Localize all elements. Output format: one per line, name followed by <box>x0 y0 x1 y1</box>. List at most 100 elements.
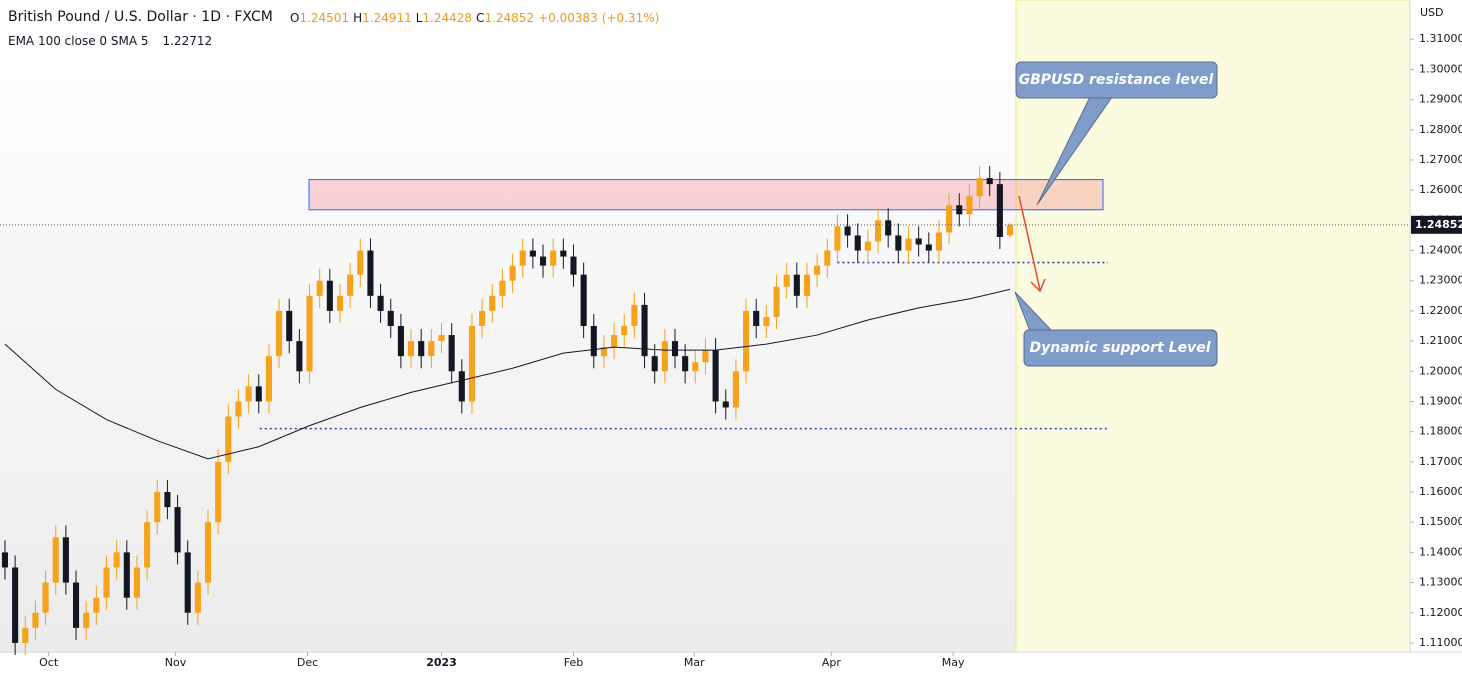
candle-body <box>946 205 953 233</box>
indicator-name: EMA 100 close 0 SMA 5 <box>8 34 148 48</box>
price-tag <box>1411 215 1462 234</box>
callout-box <box>1015 61 1218 99</box>
candle-body <box>803 274 811 296</box>
x-tick-label: Nov <box>165 656 187 669</box>
y-tick-label: 1.26000 <box>1419 183 1462 196</box>
y-tick-label: 1.22000 <box>1419 304 1462 317</box>
candle-body <box>123 552 130 598</box>
candle-body <box>590 326 597 357</box>
candle-body <box>52 537 59 583</box>
candle-body <box>12 567 19 643</box>
candle-body <box>265 356 272 402</box>
candle-body <box>519 250 526 266</box>
y-tick-label: 1.28000 <box>1419 123 1462 136</box>
candle-body <box>377 295 384 311</box>
candle-body <box>32 612 39 628</box>
candle-body <box>743 310 750 372</box>
candle-body <box>671 341 679 357</box>
ohlc-key: O <box>290 11 299 25</box>
arrow-head <box>1030 278 1046 293</box>
ohlc-legend: O1.24501 H1.24911 L1.24428 C1.24852 +0.00383… <box>290 11 659 25</box>
ohlc-key: C <box>476 11 484 25</box>
y-tick-label: 1.30000 <box>1419 62 1462 75</box>
candle-body <box>245 386 252 402</box>
candle-body <box>732 371 739 408</box>
candle-body <box>996 184 1003 237</box>
x-tick-label: Apr <box>822 656 842 669</box>
header: British Pound / U.S. Dollar · 1D · FXCM … <box>8 6 1444 48</box>
candle-body <box>103 567 110 598</box>
y-tick-label: 1.18000 <box>1419 425 1462 438</box>
candle-body <box>864 241 871 251</box>
candle-body <box>286 310 293 342</box>
ohlc-value: 1.24428 <box>422 11 472 25</box>
candle-body <box>347 274 354 296</box>
candle-body <box>702 350 709 363</box>
candle-body <box>22 627 29 643</box>
y-tick-label: 1.29000 <box>1419 93 1462 106</box>
y-tick-label: 1.31000 <box>1419 32 1462 45</box>
candle-body <box>184 552 191 613</box>
candle-body <box>793 274 800 296</box>
candle-body <box>600 347 607 357</box>
y-tick-label: 1.23000 <box>1419 274 1462 287</box>
callout-text: GBPUSD resistance level <box>1019 72 1214 88</box>
candle-body <box>448 335 455 372</box>
candle-body <box>204 522 212 583</box>
candle-body <box>844 226 851 236</box>
x-tick-label: May <box>942 656 965 669</box>
candle-body <box>885 220 892 236</box>
candle-body <box>418 341 425 357</box>
candle-body <box>357 250 364 275</box>
price-tag-label: 1.24852 <box>1415 218 1462 231</box>
candle-body <box>397 326 404 357</box>
candle-body <box>164 492 171 508</box>
y-tick-label: 1.17000 <box>1419 455 1462 468</box>
resistance-zone <box>308 179 1104 211</box>
candle-body <box>692 362 699 372</box>
candle-body <box>651 356 658 372</box>
candle-body <box>306 295 313 372</box>
candle-body <box>428 341 435 357</box>
candle-body <box>580 274 587 326</box>
candle-body <box>661 341 668 372</box>
marks <box>0 166 1410 656</box>
candle-body <box>489 295 496 311</box>
candle-body <box>154 492 161 523</box>
candle-body <box>753 310 760 326</box>
candle-body <box>834 226 841 251</box>
candle-body <box>83 612 90 628</box>
y-tick-label: 1.13000 <box>1419 576 1462 589</box>
ohlc-key: L <box>416 11 423 25</box>
candle-body <box>895 235 902 251</box>
candle-body <box>763 316 770 326</box>
candle-body <box>62 537 69 583</box>
ohlc-value: 1.24911 <box>362 11 412 25</box>
candle-body <box>539 256 547 266</box>
candle-body <box>509 265 516 281</box>
y-tick-label: 1.21000 <box>1419 334 1462 347</box>
indicator: EMA 100 close 0 SMA 5 1.22712 <box>8 34 212 48</box>
candle-body <box>814 265 821 275</box>
candle-body <box>712 350 719 402</box>
candle-body <box>194 582 201 613</box>
candle-body <box>773 286 780 317</box>
ohlc-value: 1.24852 <box>484 11 534 25</box>
indicator-value: 1.22712 <box>162 34 212 48</box>
candle-body <box>499 280 506 296</box>
candle-body <box>42 582 49 613</box>
future-region <box>1015 0 1411 653</box>
candle-body <box>854 235 861 251</box>
x-tick-label: Feb <box>564 656 583 669</box>
candle-body <box>966 196 973 215</box>
candle-body <box>468 326 476 402</box>
candle-body <box>621 326 628 336</box>
ohlc-value: 1.24501 <box>299 11 349 25</box>
y-tick-label: 1.20000 <box>1419 364 1462 377</box>
y-tick-label: 1.27000 <box>1419 153 1462 166</box>
callouts: GBPUSD resistance level Dynamic support … <box>1014 61 1218 367</box>
y-tick-label: 1.11000 <box>1419 636 1462 649</box>
candle-body <box>550 250 557 266</box>
candle-body <box>174 507 181 553</box>
